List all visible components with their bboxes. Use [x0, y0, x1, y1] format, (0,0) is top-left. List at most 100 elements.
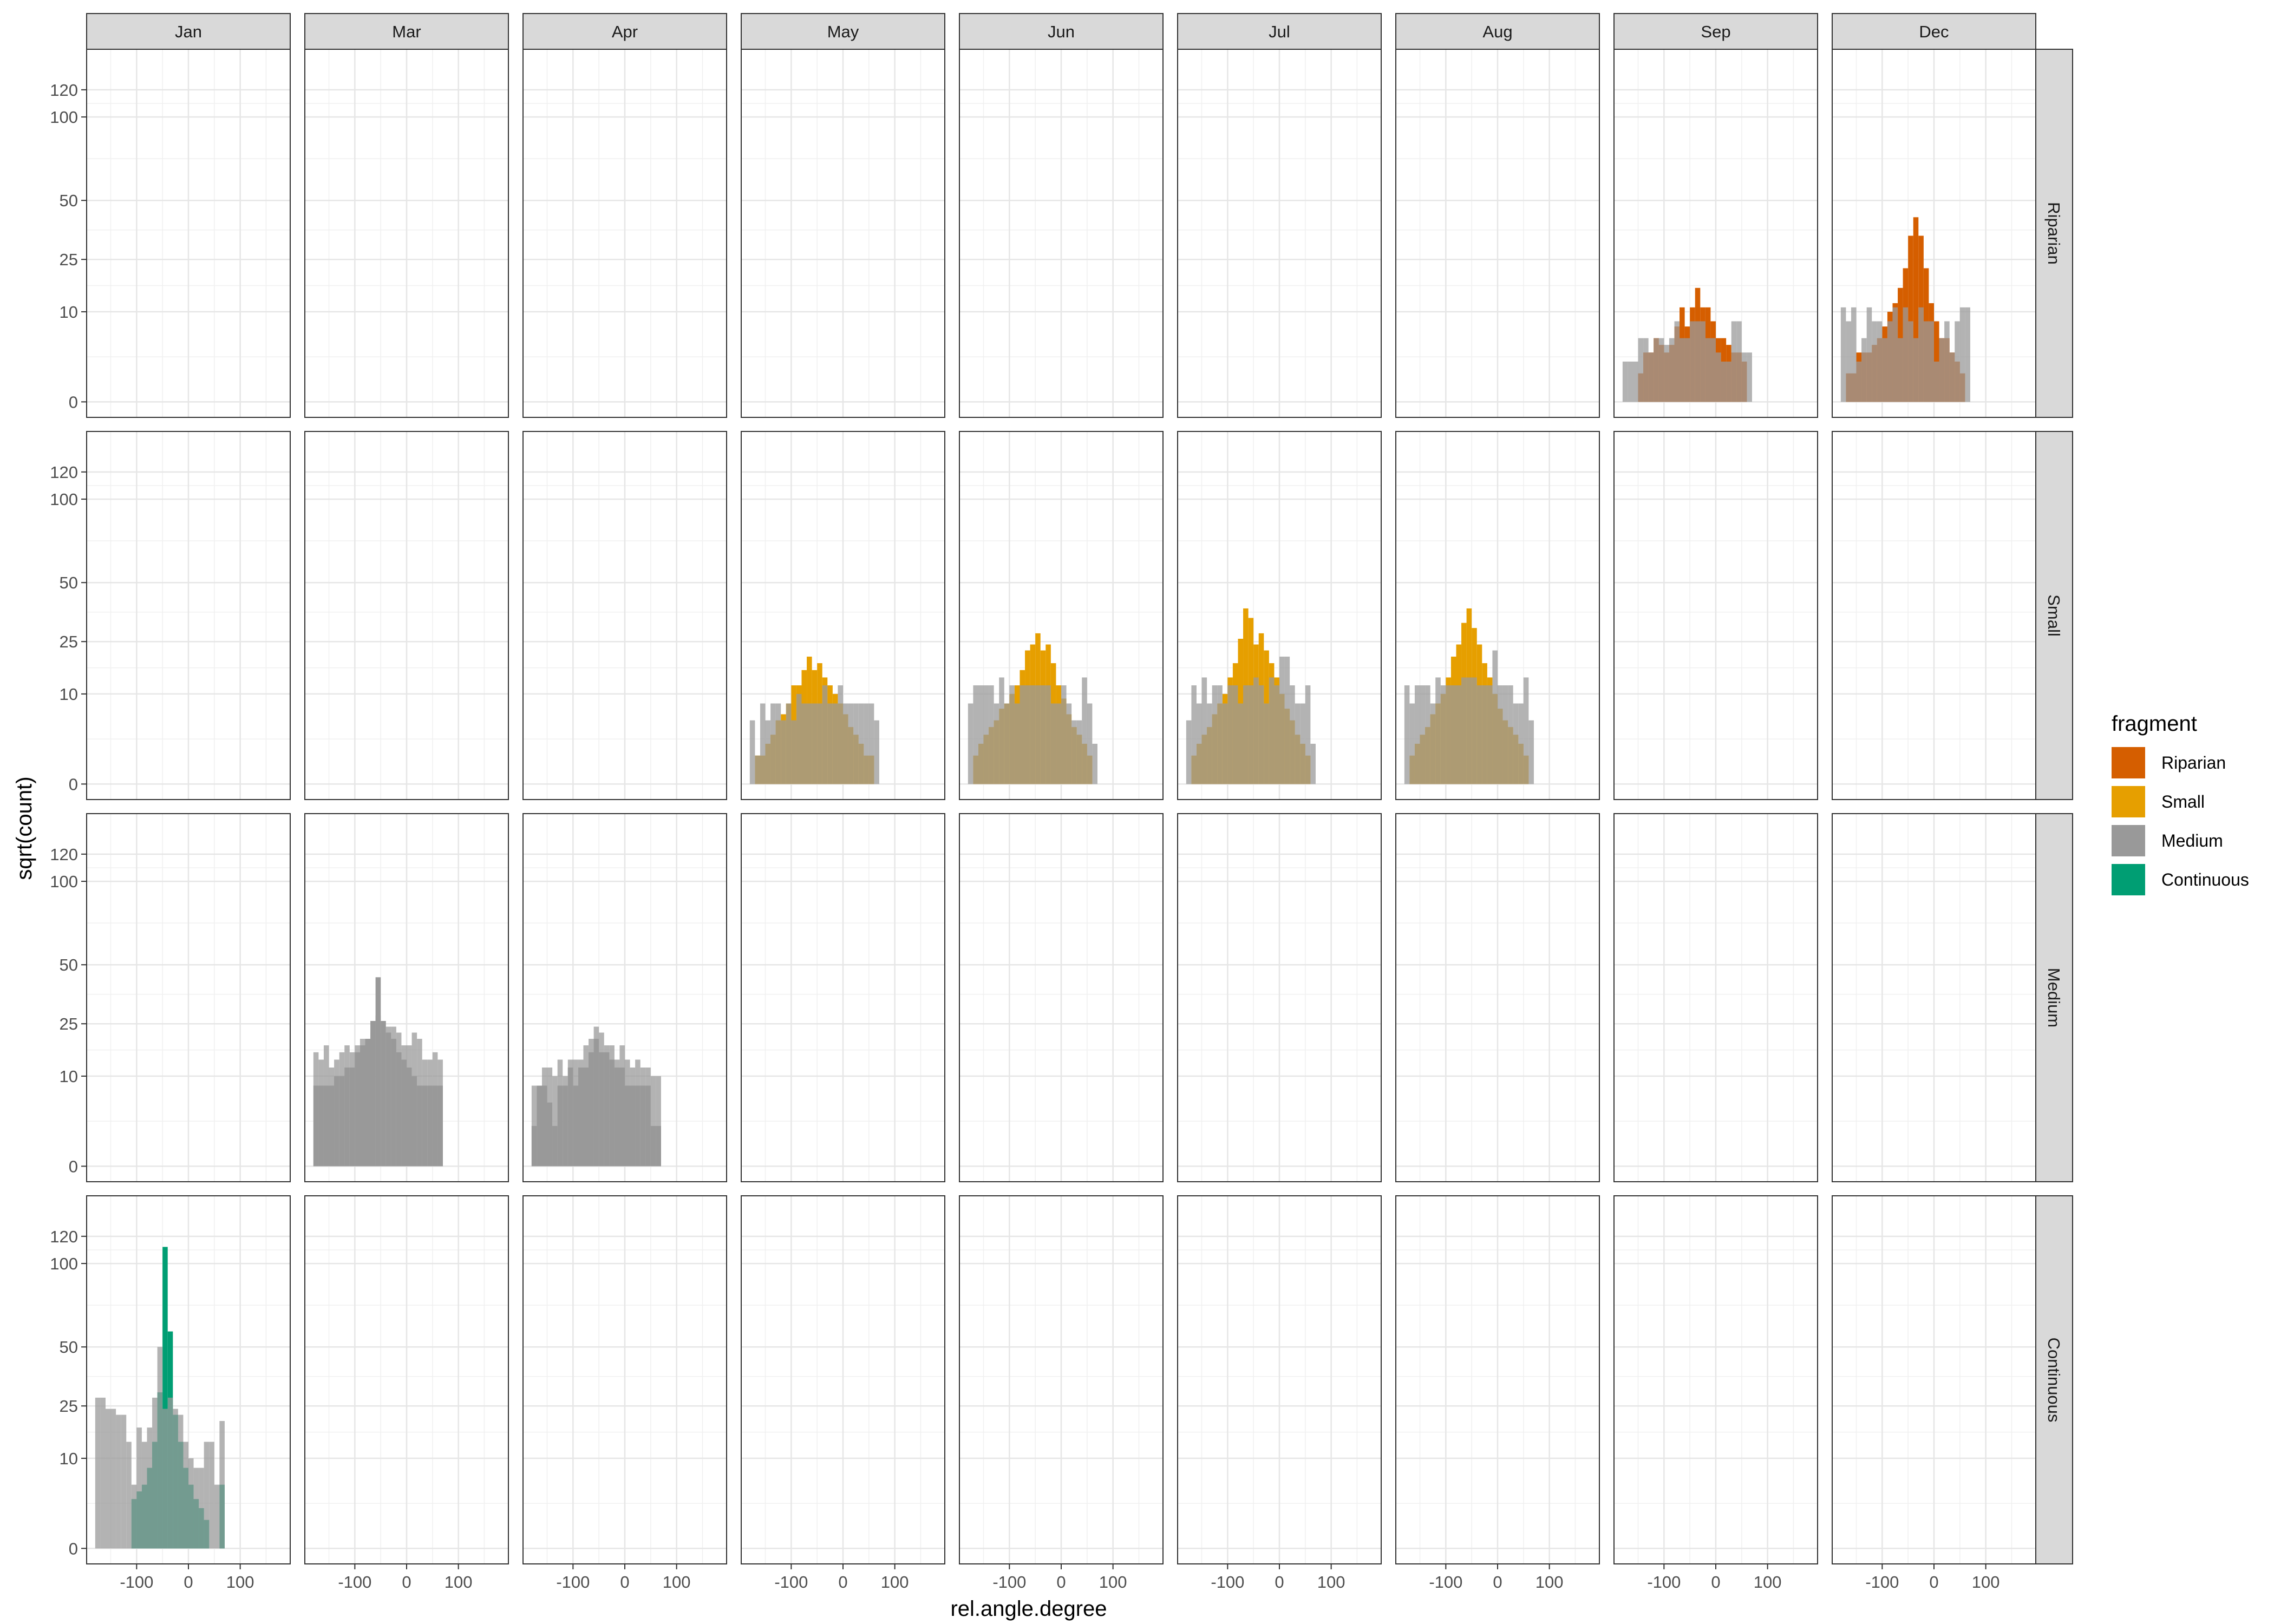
x-axis-apr: -100 0 100 [556, 1564, 691, 1592]
bar-all-fragments [396, 1032, 402, 1167]
panel-grid [523, 431, 727, 800]
bar-all-fragments [531, 1085, 537, 1167]
bar-all-fragments [1076, 720, 1082, 784]
bar-all-fragments [1502, 685, 1508, 784]
bar-riparian [1913, 217, 1919, 402]
bar-all-fragments [1492, 650, 1498, 784]
column-strip-label: Jul [1269, 22, 1290, 41]
panel-border [522, 813, 727, 1182]
bar-all-fragments [874, 720, 879, 784]
y-tick-label: 0 [69, 775, 78, 794]
x-tick-label: -100 [774, 1573, 808, 1592]
bar-all-fragments [1705, 338, 1711, 402]
bar-all-fragments [552, 1076, 558, 1167]
bar-all-fragments [1918, 307, 1924, 402]
bar-all-fragments [1528, 720, 1534, 784]
bar-all-fragments [1736, 321, 1742, 402]
panel-medium-sep [1614, 814, 1818, 1182]
y-axis-small: 0 10 25 50 100 120 [50, 463, 87, 794]
y-axis-riparian: 0 10 25 50 100 120 [50, 81, 87, 411]
y-tick-label: 100 [50, 1254, 78, 1273]
bar-all-fragments [1716, 352, 1721, 402]
column-strip-label: Dec [1919, 22, 1949, 41]
bar-continuous [162, 1247, 168, 1549]
bar-all-fragments [1518, 703, 1524, 784]
panel-continuous-apr [523, 1196, 727, 1564]
bar-all-fragments [1949, 352, 1955, 402]
panel-grid [1396, 49, 1599, 417]
y-tick-label: 50 [60, 1338, 78, 1357]
bar-all-fragments [391, 1026, 396, 1167]
bar-all-fragments [1934, 361, 1939, 402]
legend-label: Medium [2161, 831, 2223, 850]
x-tick-label: 0 [184, 1573, 193, 1592]
panel-medium-jul [1178, 814, 1381, 1182]
panel-grid [1614, 814, 1818, 1182]
panel-medium-jun [959, 814, 1163, 1182]
panel-border [522, 431, 727, 800]
y-tick-label: 120 [50, 81, 78, 100]
x-tick-label: 0 [838, 1573, 847, 1592]
column-strip-label: Jan [175, 22, 202, 41]
bar-all-fragments [973, 685, 978, 784]
bar-all-fragments [1887, 321, 1893, 402]
panel-grid [959, 1196, 1163, 1564]
panel-border [1177, 813, 1382, 1182]
row-strips: Riparian Small Medium Continuous [2035, 49, 2073, 1564]
bar-all-fragments [1482, 685, 1487, 784]
bar-all-fragments [1409, 703, 1415, 784]
bar-all-fragments [1264, 703, 1269, 784]
bar-all-fragments [1513, 703, 1519, 784]
strip-background [1395, 13, 1600, 50]
legend-item-medium: Medium [2112, 825, 2223, 856]
bar-all-fragments [1695, 321, 1701, 402]
bar-all-fragments [1050, 703, 1056, 784]
bar-all-fragments [1913, 338, 1919, 402]
bar-all-fragments [1628, 361, 1633, 402]
bar-all-fragments [1061, 685, 1067, 784]
y-tick-label: 25 [60, 632, 78, 651]
bar-all-fragments [1082, 677, 1087, 784]
x-tick-label: -100 [1865, 1573, 1899, 1592]
x-tick-label: 100 [1099, 1573, 1127, 1592]
bar-all-fragments [635, 1059, 641, 1167]
row-strip-small: Small [2035, 431, 2073, 800]
y-tick-label: 50 [60, 573, 78, 592]
bar-all-fragments [547, 1068, 553, 1167]
panel-continuous-dec [1832, 1196, 2036, 1564]
panel-riparian-jun [959, 49, 1163, 417]
bar-all-fragments [126, 1442, 132, 1549]
bar-all-fragments [1087, 703, 1093, 784]
bar-all-fragments [968, 703, 973, 784]
row-strip-label: Small [2044, 594, 2063, 637]
panel-riparian-aug [1396, 49, 1599, 417]
panel-border [1613, 431, 1818, 800]
bar-all-fragments [858, 703, 864, 784]
bar-all-fragments [204, 1442, 210, 1549]
bar-all-fragments [589, 1038, 594, 1167]
bar-all-fragments [157, 1347, 163, 1549]
bar-all-fragments [801, 703, 807, 784]
panel-grid [741, 814, 945, 1182]
panel-small-jun [959, 431, 1163, 800]
row-strip-label: Medium [2044, 968, 2063, 1027]
panel-grid [741, 1196, 945, 1564]
panel-medium-aug [1396, 814, 1599, 1182]
bar-all-fragments [1731, 321, 1737, 402]
bar-all-fragments [1741, 352, 1747, 402]
bar-all-fragments [1690, 321, 1695, 402]
bar-all-fragments [95, 1397, 101, 1549]
legend-title: fragment [2112, 712, 2197, 736]
x-tick-label: -100 [1211, 1573, 1244, 1592]
panel-medium-dec [1832, 814, 2036, 1182]
bar-all-fragments [1071, 720, 1077, 784]
bar-all-fragments [838, 685, 843, 784]
bar-all-fragments [1212, 685, 1218, 784]
x-axis-aug: -100 0 100 [1429, 1564, 1564, 1592]
bar-all-fragments [1674, 321, 1680, 402]
panel-grid [1614, 1196, 1818, 1564]
column-strip-mar: Mar [304, 13, 509, 50]
bar-all-fragments [1959, 307, 1965, 402]
bar-all-fragments [537, 1085, 542, 1167]
